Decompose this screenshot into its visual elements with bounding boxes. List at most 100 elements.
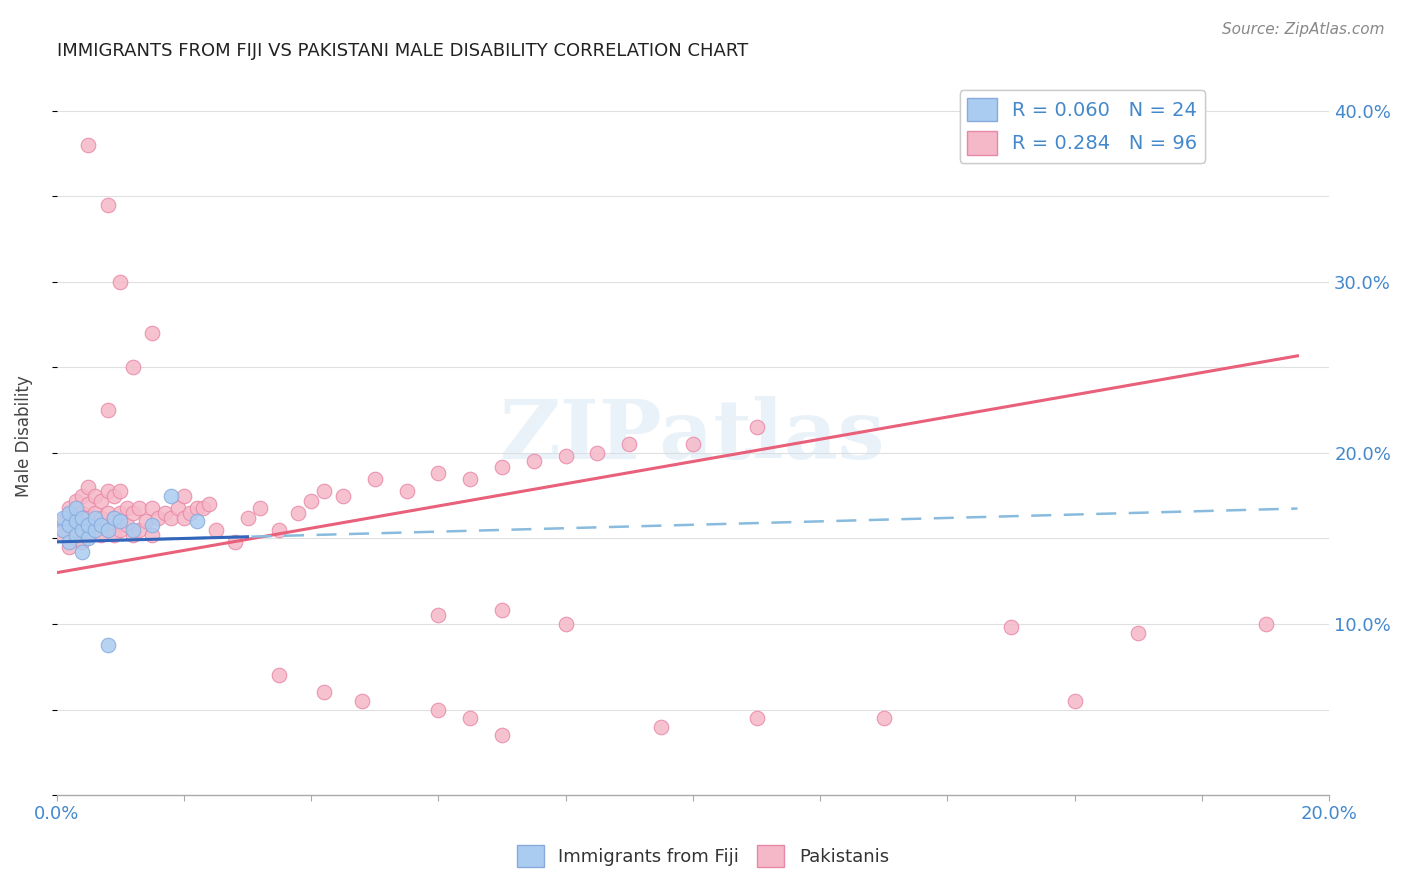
Point xyxy=(122,506,145,520)
Point xyxy=(65,528,87,542)
Text: ZIPatlas: ZIPatlas xyxy=(501,396,886,475)
Y-axis label: Male Disability: Male Disability xyxy=(15,375,32,497)
Point xyxy=(135,514,157,528)
Point xyxy=(186,500,208,515)
Point xyxy=(83,489,105,503)
Point xyxy=(682,437,704,451)
Point xyxy=(364,472,387,486)
Point xyxy=(873,711,896,725)
Point xyxy=(52,528,75,542)
Point xyxy=(77,511,100,525)
Point xyxy=(128,523,150,537)
Point xyxy=(83,523,105,537)
Point xyxy=(110,506,132,520)
Point xyxy=(427,608,450,623)
Text: Source: ZipAtlas.com: Source: ZipAtlas.com xyxy=(1222,22,1385,37)
Point xyxy=(90,493,112,508)
Point xyxy=(1000,620,1022,634)
Point xyxy=(70,489,93,503)
Point xyxy=(650,720,672,734)
Point xyxy=(148,511,170,525)
Point xyxy=(287,506,309,520)
Point xyxy=(110,514,132,528)
Point xyxy=(160,489,183,503)
Point xyxy=(173,511,195,525)
Point xyxy=(191,500,214,515)
Point xyxy=(52,514,75,528)
Point xyxy=(179,506,201,520)
Point xyxy=(491,603,513,617)
Point xyxy=(83,523,105,537)
Point xyxy=(523,454,546,468)
Point xyxy=(141,517,163,532)
Point xyxy=(122,360,145,375)
Point xyxy=(103,511,125,525)
Point xyxy=(58,506,80,520)
Point xyxy=(204,523,226,537)
Point xyxy=(58,540,80,554)
Point xyxy=(70,534,93,549)
Point xyxy=(173,489,195,503)
Point xyxy=(96,523,118,537)
Point xyxy=(58,517,80,532)
Point xyxy=(96,506,118,520)
Point xyxy=(96,638,118,652)
Point xyxy=(458,711,481,725)
Point xyxy=(96,483,118,498)
Point xyxy=(83,511,105,525)
Legend: R = 0.060   N = 24, R = 0.284   N = 96: R = 0.060 N = 24, R = 0.284 N = 96 xyxy=(960,90,1205,162)
Point xyxy=(77,517,100,532)
Point xyxy=(58,534,80,549)
Point xyxy=(115,500,138,515)
Point xyxy=(77,480,100,494)
Point xyxy=(745,711,768,725)
Point xyxy=(352,694,374,708)
Point xyxy=(83,506,105,520)
Point xyxy=(458,472,481,486)
Point xyxy=(153,506,176,520)
Point xyxy=(554,450,576,464)
Point xyxy=(58,500,80,515)
Point xyxy=(427,702,450,716)
Point xyxy=(103,489,125,503)
Point xyxy=(65,514,87,528)
Point xyxy=(198,497,221,511)
Point xyxy=(70,523,93,537)
Point xyxy=(554,617,576,632)
Point xyxy=(65,511,87,525)
Point xyxy=(96,523,118,537)
Point xyxy=(52,511,75,525)
Point xyxy=(58,517,80,532)
Point xyxy=(166,500,188,515)
Point xyxy=(299,493,322,508)
Point xyxy=(249,500,271,515)
Legend: Immigrants from Fiji, Pakistanis: Immigrants from Fiji, Pakistanis xyxy=(510,838,896,874)
Point xyxy=(141,528,163,542)
Point xyxy=(586,446,609,460)
Point xyxy=(1063,694,1085,708)
Point xyxy=(70,506,93,520)
Point xyxy=(122,528,145,542)
Point xyxy=(96,198,118,212)
Point xyxy=(122,523,145,537)
Point xyxy=(65,500,87,515)
Point xyxy=(77,138,100,153)
Point xyxy=(224,534,246,549)
Point xyxy=(110,483,132,498)
Point xyxy=(65,493,87,508)
Point xyxy=(141,326,163,341)
Point xyxy=(269,523,291,537)
Point xyxy=(115,517,138,532)
Point xyxy=(619,437,641,451)
Point xyxy=(90,528,112,542)
Point xyxy=(90,517,112,532)
Point xyxy=(96,403,118,417)
Point xyxy=(70,545,93,559)
Point xyxy=(491,728,513,742)
Point xyxy=(110,275,132,289)
Point xyxy=(332,489,354,503)
Point xyxy=(745,420,768,434)
Point xyxy=(103,528,125,542)
Point xyxy=(128,500,150,515)
Point xyxy=(312,685,335,699)
